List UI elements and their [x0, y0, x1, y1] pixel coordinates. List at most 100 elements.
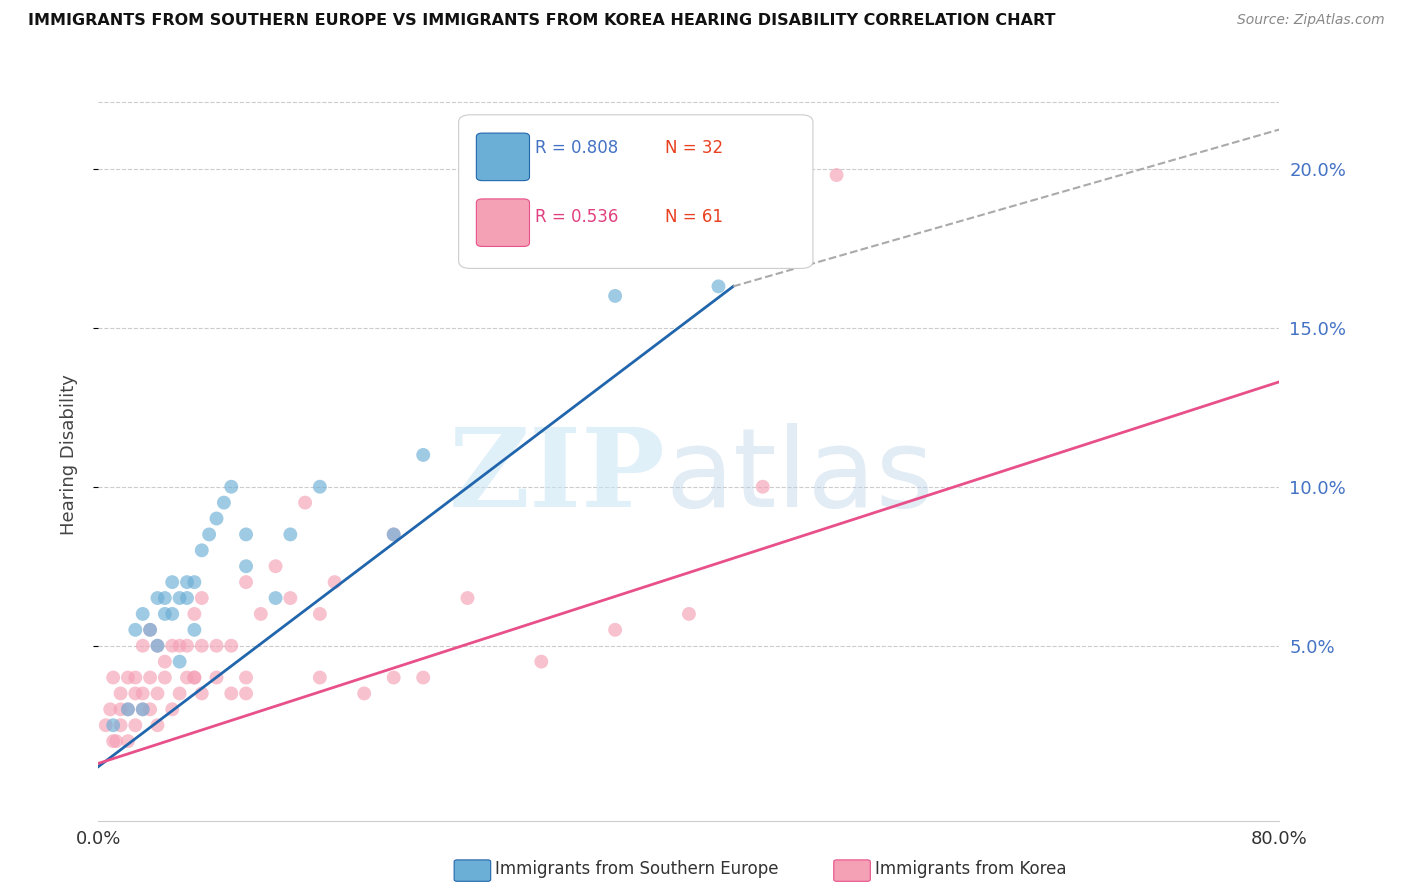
Point [678, 607, 700, 621]
Point [139, 623, 162, 637]
Point [198, 527, 221, 541]
Point [139, 702, 162, 716]
Text: atlas: atlas [665, 424, 934, 531]
Point [176, 575, 198, 590]
Point [110, 718, 132, 732]
Point [98, 702, 121, 716]
Point [117, 734, 139, 748]
Point [191, 686, 214, 700]
Point [530, 655, 553, 669]
Point [205, 511, 228, 525]
Point [146, 639, 169, 653]
Point [94, 718, 117, 732]
Point [825, 168, 848, 182]
Point [382, 671, 405, 685]
Point [169, 686, 191, 700]
Point [412, 448, 434, 462]
Point [162, 702, 183, 716]
Point [132, 686, 155, 700]
Point [250, 607, 273, 621]
Point [235, 686, 257, 700]
Point [169, 655, 191, 669]
Point [183, 607, 205, 621]
Point [153, 607, 176, 621]
Point [183, 575, 205, 590]
Text: Immigrants from Korea: Immigrants from Korea [875, 860, 1066, 878]
Point [132, 607, 155, 621]
Point [169, 639, 191, 653]
Text: N = 61: N = 61 [665, 208, 723, 227]
Text: N = 32: N = 32 [665, 139, 724, 157]
FancyBboxPatch shape [477, 133, 530, 180]
Point [219, 686, 242, 700]
Point [309, 607, 332, 621]
Point [176, 639, 198, 653]
Text: Source: ZipAtlas.com: Source: ZipAtlas.com [1237, 13, 1385, 28]
Point [382, 527, 405, 541]
FancyBboxPatch shape [458, 115, 813, 268]
Point [146, 591, 169, 605]
Point [146, 718, 169, 732]
Point [132, 702, 155, 716]
Point [278, 591, 302, 605]
Point [183, 623, 205, 637]
Point [153, 655, 176, 669]
Point [294, 495, 316, 509]
Point [103, 671, 125, 685]
Point [117, 702, 139, 716]
Point [235, 559, 257, 574]
Point [309, 671, 332, 685]
Point [205, 671, 228, 685]
Point [117, 671, 139, 685]
Point [146, 639, 169, 653]
Text: R = 0.808: R = 0.808 [536, 139, 619, 157]
Point [103, 718, 125, 732]
Point [132, 639, 155, 653]
Point [132, 702, 155, 716]
Point [605, 289, 627, 303]
Point [191, 639, 214, 653]
Point [162, 575, 183, 590]
Point [212, 495, 235, 509]
Point [235, 671, 257, 685]
Point [124, 671, 146, 685]
Point [323, 575, 346, 590]
Point [183, 671, 205, 685]
Point [751, 480, 773, 494]
Text: IMMIGRANTS FROM SOUTHERN EUROPE VS IMMIGRANTS FROM KOREA HEARING DISABILITY CORR: IMMIGRANTS FROM SOUTHERN EUROPE VS IMMIG… [28, 13, 1056, 29]
Point [219, 480, 242, 494]
Point [169, 591, 191, 605]
Point [153, 591, 176, 605]
Point [191, 591, 214, 605]
Point [124, 718, 146, 732]
Point [219, 639, 242, 653]
Point [456, 591, 478, 605]
Text: Immigrants from Southern Europe: Immigrants from Southern Europe [495, 860, 779, 878]
Point [117, 702, 139, 716]
Text: ZIP: ZIP [449, 424, 665, 531]
Point [382, 527, 405, 541]
Point [139, 623, 162, 637]
Point [103, 734, 125, 748]
Point [707, 279, 730, 293]
Point [309, 480, 332, 494]
Point [235, 575, 257, 590]
Point [162, 607, 183, 621]
Point [110, 686, 132, 700]
Point [124, 623, 146, 637]
Point [146, 686, 169, 700]
Point [412, 671, 434, 685]
Point [176, 591, 198, 605]
Point [605, 623, 627, 637]
Point [264, 559, 287, 574]
Point [139, 671, 162, 685]
Text: R = 0.536: R = 0.536 [536, 208, 619, 227]
Point [205, 639, 228, 653]
Point [264, 591, 287, 605]
Point [124, 686, 146, 700]
Point [110, 702, 132, 716]
Point [153, 671, 176, 685]
Point [191, 543, 214, 558]
Point [162, 639, 183, 653]
FancyBboxPatch shape [477, 199, 530, 246]
